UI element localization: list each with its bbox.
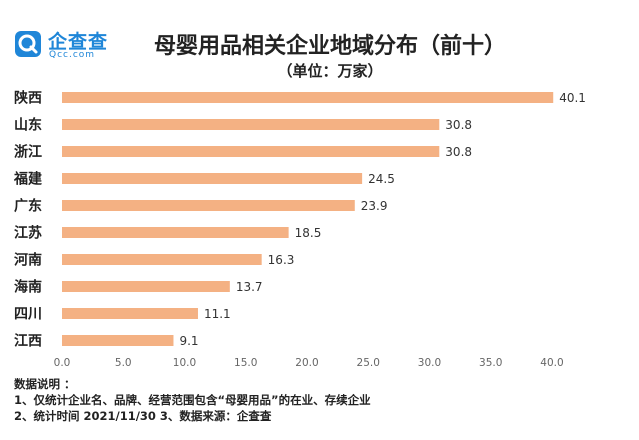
bar xyxy=(62,119,440,130)
x-tick-label: 25.0 xyxy=(357,357,380,369)
category-label: 四川 xyxy=(14,307,42,323)
category-label: 浙江 xyxy=(14,144,42,161)
bar xyxy=(62,92,554,103)
value-label: 13.7 xyxy=(236,280,263,294)
x-tick-label: 35.0 xyxy=(479,357,502,369)
value-label: 18.5 xyxy=(295,226,322,240)
value-label: 30.8 xyxy=(445,118,472,132)
bar xyxy=(62,308,198,319)
notes-line-1: 1、仅统计企业名、品牌、经营范围包含“母婴用品”的在业、存续企业 xyxy=(14,393,371,407)
category-label: 福建 xyxy=(13,171,42,188)
value-label: 30.8 xyxy=(445,145,472,159)
x-tick-label: 5.0 xyxy=(115,357,132,369)
bar xyxy=(62,335,174,346)
chart-title: 母婴用品相关企业地域分布（前十） xyxy=(153,34,506,59)
value-label: 11.1 xyxy=(204,307,231,321)
x-tick-label: 30.0 xyxy=(418,357,441,369)
x-tick-label: 20.0 xyxy=(295,357,318,369)
value-label: 16.3 xyxy=(268,253,295,267)
data-notes: 数据说明 ： 1、仅统计企业名、品牌、经营范围包含“母婴用品”的在业、存续企业 … xyxy=(14,376,634,424)
bar xyxy=(62,254,262,265)
x-tick-label: 10.0 xyxy=(173,357,196,369)
value-label: 9.1 xyxy=(179,334,198,348)
bar xyxy=(62,281,230,292)
bar xyxy=(62,146,440,157)
logo-domain: Qcc.com xyxy=(49,50,96,60)
notes-heading: 数据说明 ： xyxy=(14,377,76,391)
notes-line-2: 2、统计时间 2021/11/30 3、数据来源：企查查 xyxy=(14,409,272,423)
value-label: 24.5 xyxy=(368,172,395,186)
category-label: 海南 xyxy=(14,279,42,296)
x-tick-label: 40.0 xyxy=(540,357,563,369)
bar-chart: 陕西 40.1 山东 30.8 浙江 30.8 福建 24.5 广东 23.9 江苏 18.5 河南 16… xyxy=(13,90,586,370)
qcc-logo-icon xyxy=(15,31,41,57)
x-tick-label: 0.0 xyxy=(54,357,71,369)
chart-subtitle: （单位：万家） xyxy=(277,62,383,80)
logo-name: 企查查 xyxy=(48,31,109,53)
x-tick-label: 15.0 xyxy=(234,357,257,369)
bar xyxy=(62,227,289,238)
category-label: 河南 xyxy=(14,252,42,269)
bar xyxy=(62,200,355,211)
value-label: 23.9 xyxy=(361,199,388,213)
category-label: 江西 xyxy=(14,333,42,350)
category-label: 陕西 xyxy=(14,90,42,107)
bar xyxy=(62,173,363,184)
category-label: 江苏 xyxy=(14,225,42,242)
category-label: 广东 xyxy=(14,198,42,215)
logo: 企查查 Qcc.com xyxy=(14,24,124,64)
value-label: 40.1 xyxy=(559,91,586,105)
category-label: 山东 xyxy=(14,117,42,134)
